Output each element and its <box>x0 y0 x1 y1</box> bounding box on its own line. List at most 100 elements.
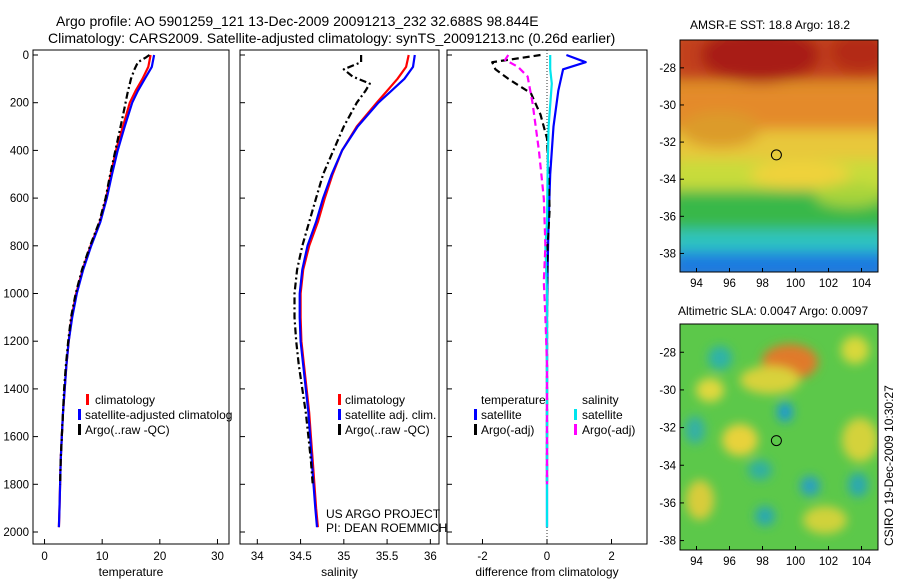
legend-label-sal-satellite: satellite <box>582 408 623 422</box>
legend-swatch-satellite <box>338 409 341 420</box>
x-axis-label: temperature <box>99 565 164 579</box>
sst-map-axes: 94 96 98 100 102 104 -28 -30 -32 -34 -36 -38 <box>659 63 871 290</box>
sla-patch-cyan <box>685 416 705 444</box>
sla-patch-yellow <box>696 378 724 402</box>
figure-title-line1: Argo profile: AO 5901259_121 13-Dec-2009… <box>56 13 539 29</box>
map-x-tick-label: 104 <box>852 278 872 290</box>
x-axis-label: salinity <box>321 565 358 579</box>
sst-argo-position-marker <box>770 149 782 161</box>
sla-patch-cyan <box>708 346 732 370</box>
map-y-tick-label: -38 <box>659 536 676 548</box>
legend-label-temp-satellite: satellite <box>481 408 522 422</box>
sla-map-title: Altimetric SLA: 0.0047 Argo: 0.0097 <box>678 304 868 318</box>
temperature-legend: climatology satellite-adjusted climatolo… <box>78 393 232 437</box>
sst-map-frame <box>679 39 879 273</box>
x-tick-label: 0 <box>544 551 550 563</box>
x-tick-label: 36 <box>424 551 437 563</box>
series-line <box>491 53 551 485</box>
temperature-plot-frame <box>32 49 230 545</box>
sst-patch-orange <box>680 112 760 148</box>
difference-panel: -2 0 2 difference from climatology <box>447 50 619 579</box>
sla-patch-cyan <box>755 506 775 526</box>
x-tick-label: 2 <box>608 551 614 563</box>
map-y-tick-label: -28 <box>659 63 676 75</box>
depth-tick-label: 0 <box>23 50 29 62</box>
legend-label-climatology: climatology <box>95 393 155 407</box>
depth-tick-label: 1400 <box>3 384 29 396</box>
depth-tick-label: 400 <box>10 145 29 157</box>
map-x-tick-label: 100 <box>786 278 805 290</box>
legend-label-satellite: satellite-adjusted climatolog <box>85 408 232 422</box>
legend-label-sal-argo: Argo(-adj) <box>582 423 635 437</box>
depth-tick-label: 600 <box>10 193 29 205</box>
map-x-tick-label: 104 <box>852 556 872 568</box>
sla-patch-yellow <box>686 480 714 520</box>
sla-patch-yellow <box>740 366 800 394</box>
map-y-tick-label: -38 <box>659 248 676 260</box>
map-y-tick-label: -30 <box>659 385 676 397</box>
legend-swatch-climatology <box>86 394 89 405</box>
legend-title-salinity: salinity <box>582 393 619 407</box>
salinity-panel: 34 34.5 35 35.5 36 salinity <box>240 54 437 579</box>
depth-tick-label: 2000 <box>3 527 29 539</box>
series-line <box>545 53 587 528</box>
x-tick-label: 10 <box>96 551 109 563</box>
legend-swatch-temp-argo <box>474 424 477 435</box>
salinity-legend: climatology satellite adj. clim. Argo(..… <box>338 393 436 437</box>
sla-patch-yellow <box>722 424 758 456</box>
sla-patch-yellow <box>841 336 869 364</box>
salinity-plot-frame <box>239 49 440 545</box>
sla-map-frame <box>679 323 879 551</box>
sla-argo-position-marker <box>770 435 782 447</box>
series-line <box>544 55 553 528</box>
sst-patch-red <box>830 40 878 72</box>
x-tick-label: 35.5 <box>376 551 398 563</box>
project-annotation-line1: US ARGO PROJECT <box>326 507 441 521</box>
sst-band-blue <box>680 252 878 272</box>
map-x-tick-label: 94 <box>690 278 703 290</box>
legend-label-climatology: climatology <box>345 393 405 407</box>
map-y-tick-label: -32 <box>659 137 676 149</box>
x-tick-label: 30 <box>211 551 224 563</box>
depth-tick-label: 1200 <box>3 336 29 348</box>
series-line <box>299 54 410 528</box>
map-y-tick-label: -28 <box>659 347 676 359</box>
map-x-tick-label: 100 <box>786 556 805 568</box>
map-x-tick-label: 96 <box>723 278 736 290</box>
difference-legend: temperature salinity satellite Argo(-adj… <box>474 393 635 437</box>
legend-swatch-satellite <box>78 409 81 420</box>
legend-label-argo: Argo(..raw -QC) <box>85 423 170 437</box>
sla-patch-cyan <box>748 460 772 480</box>
legend-swatch-sal-satellite <box>574 409 577 420</box>
x-tick-label: 35 <box>337 551 350 563</box>
series-line <box>504 54 549 485</box>
legend-swatch-argo <box>338 424 341 435</box>
series-line <box>298 54 416 528</box>
map-x-tick-label: 98 <box>756 278 769 290</box>
project-annotation-line2: PI: DEAN ROEMMICH <box>326 521 447 535</box>
x-tick-label: 34 <box>251 551 264 563</box>
sla-patch-yellow <box>842 418 878 462</box>
sla-patch-yellow <box>803 506 847 534</box>
legend-label-argo: Argo(..raw -QC) <box>345 423 430 437</box>
map-y-tick-label: -36 <box>659 211 676 223</box>
depth-tick-label: 1600 <box>3 432 29 444</box>
series-line <box>293 55 371 485</box>
sst-map <box>680 40 878 272</box>
map-x-tick-label: 102 <box>819 556 838 568</box>
sla-map <box>680 324 878 550</box>
legend-swatch-climatology <box>338 394 341 405</box>
depth-tick-label: 1800 <box>3 479 29 491</box>
x-tick-label: 34.5 <box>289 551 311 563</box>
map-y-tick-label: -36 <box>659 498 676 510</box>
legend-swatch-temp-satellite <box>474 409 477 420</box>
legend-swatch-argo <box>78 424 81 435</box>
map-x-tick-label: 96 <box>723 556 736 568</box>
sla-map-axes: 94 96 98 100 102 104 -28 -30 -32 -34 -36 -38 <box>659 347 871 568</box>
sla-patch-cyan <box>800 476 820 496</box>
sst-band-cyan <box>680 230 878 252</box>
legend-title-temperature: temperature <box>481 393 546 407</box>
sst-map-title: AMSR-E SST: 18.8 Argo: 18.2 <box>690 18 850 32</box>
series-line <box>57 54 156 528</box>
